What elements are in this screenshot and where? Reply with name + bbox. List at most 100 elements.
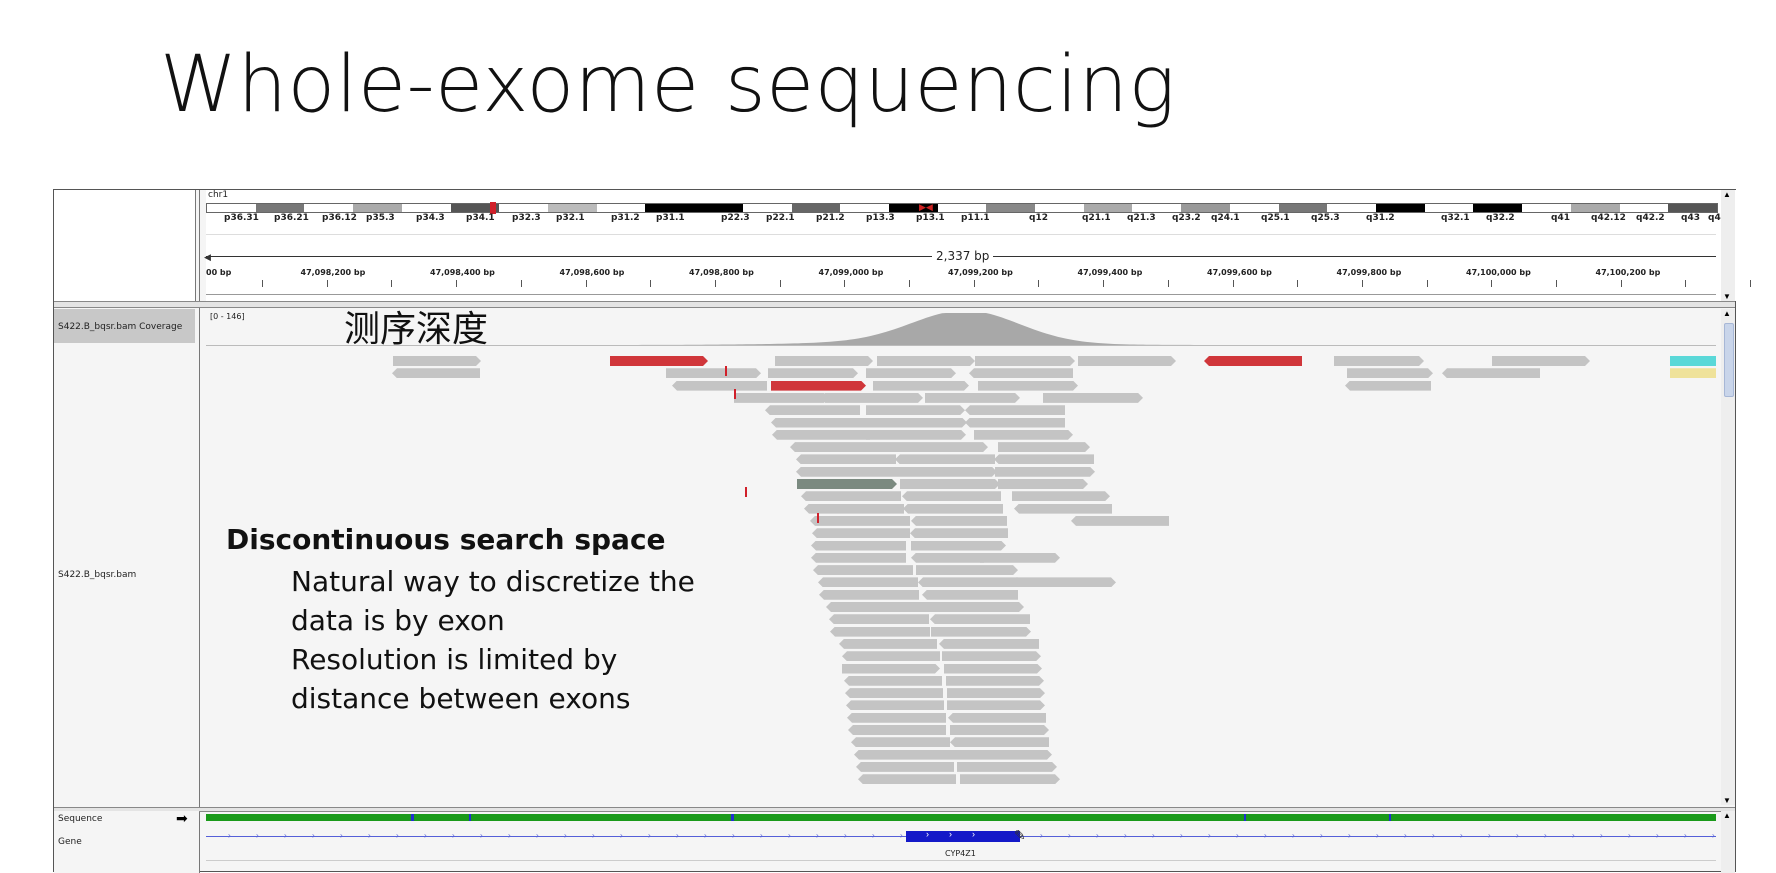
- aligned-read[interactable]: [866, 405, 965, 415]
- aligned-read[interactable]: [978, 381, 1078, 391]
- aligned-read[interactable]: [811, 540, 906, 551]
- aligned-read[interactable]: [812, 528, 910, 539]
- aligned-read[interactable]: [1334, 356, 1424, 366]
- aligned-read[interactable]: [801, 491, 901, 502]
- aligned-read[interactable]: [1442, 368, 1540, 379]
- aligned-read[interactable]: [830, 626, 930, 637]
- aligned-read[interactable]: [873, 381, 969, 391]
- aligned-read[interactable]: [903, 503, 1003, 514]
- aligned-read[interactable]: [768, 368, 858, 378]
- aligned-read[interactable]: [918, 577, 1018, 588]
- aligned-read[interactable]: [846, 700, 944, 711]
- aligned-read[interactable]: [844, 675, 942, 686]
- aligned-read[interactable]: [950, 725, 1049, 735]
- aligned-read[interactable]: [1071, 515, 1169, 526]
- aligned-read[interactable]: [790, 442, 890, 453]
- aligned-read[interactable]: [771, 381, 866, 391]
- strand-arrow-icon[interactable]: ➡: [176, 810, 188, 826]
- aligned-read[interactable]: [998, 442, 1090, 452]
- aligned-read[interactable]: [924, 602, 1024, 612]
- aligned-read[interactable]: [1014, 503, 1112, 514]
- aligned-read[interactable]: [969, 368, 1073, 379]
- aligned-read[interactable]: [829, 614, 929, 625]
- aligned-read[interactable]: [942, 651, 1041, 661]
- aligned-read[interactable]: [610, 356, 708, 366]
- aligned-read[interactable]: [974, 430, 1073, 440]
- aligned-read[interactable]: [931, 627, 1031, 637]
- aligned-read[interactable]: [1012, 491, 1110, 501]
- aligned-read[interactable]: [839, 638, 937, 649]
- aligned-read[interactable]: [666, 368, 761, 378]
- aligned-read[interactable]: [950, 737, 1049, 748]
- aligned-read[interactable]: [851, 737, 950, 748]
- aligned-read[interactable]: [948, 712, 1046, 723]
- aligned-read[interactable]: [804, 503, 904, 514]
- aligned-read[interactable]: [998, 479, 1088, 489]
- aligned-read[interactable]: [772, 429, 870, 440]
- aligned-read[interactable]: [916, 565, 1018, 575]
- aligned-read[interactable]: [902, 491, 1001, 502]
- aligned-read[interactable]: [1347, 368, 1433, 378]
- aligned-read[interactable]: [810, 515, 910, 526]
- aligned-read[interactable]: [813, 565, 913, 576]
- panel-divider[interactable]: [199, 190, 200, 873]
- ruler[interactable]: 00 bp 47,098,200 bp 47,098,400 bp 47,098,60…: [206, 268, 1752, 290]
- gene-track-label[interactable]: Gene: [58, 837, 82, 847]
- sequence-track-label[interactable]: Sequence: [58, 814, 103, 824]
- aligned-read[interactable]: [818, 577, 918, 588]
- aligned-read[interactable]: [393, 356, 481, 366]
- aligned-read[interactable]: [672, 380, 767, 391]
- aligned-read[interactable]: [1345, 380, 1431, 391]
- gene-exon[interactable]: [906, 831, 1020, 842]
- aligned-read[interactable]: [866, 430, 966, 440]
- aligned-read[interactable]: [845, 688, 943, 699]
- aligned-read[interactable]: [765, 405, 860, 416]
- aligned-read[interactable]: [965, 405, 1065, 416]
- aligned-read[interactable]: [1670, 368, 1716, 378]
- aligned-read[interactable]: [944, 664, 1042, 674]
- aligned-read[interactable]: [819, 589, 919, 600]
- aligned-read[interactable]: [796, 454, 896, 465]
- aligned-read[interactable]: [922, 589, 1018, 600]
- aligned-read[interactable]: [848, 725, 946, 735]
- aligned-read[interactable]: [890, 442, 988, 452]
- chromosome-ideogram[interactable]: ▶◀: [206, 202, 1718, 214]
- aligned-read[interactable]: [734, 393, 829, 403]
- scroll-thumb[interactable]: [1724, 323, 1734, 397]
- aligned-read[interactable]: [939, 638, 1039, 649]
- coverage-track-name[interactable]: S422.B_bqsr.bam Coverage: [54, 309, 195, 343]
- aligned-read[interactable]: [1078, 356, 1176, 366]
- aligned-read[interactable]: [392, 368, 480, 379]
- aligned-read[interactable]: [975, 356, 1075, 366]
- aligned-read[interactable]: [775, 356, 873, 366]
- aligned-read[interactable]: [930, 614, 1030, 625]
- aligned-read[interactable]: [856, 761, 954, 772]
- aligned-read[interactable]: [965, 417, 1065, 428]
- aligned-read[interactable]: [947, 700, 1045, 710]
- aligned-read[interactable]: [825, 393, 923, 403]
- data-panel-scrollbar[interactable]: ▲ ▼: [1721, 309, 1735, 805]
- aligned-read[interactable]: [911, 515, 1007, 526]
- aligned-read[interactable]: [910, 528, 1008, 539]
- aligned-read[interactable]: [1016, 577, 1116, 587]
- aligned-read[interactable]: [842, 664, 940, 674]
- header-scrollbar[interactable]: ▲ ▼: [1721, 190, 1735, 301]
- aligned-read[interactable]: [854, 749, 952, 760]
- aligned-read[interactable]: [911, 541, 1006, 551]
- aligned-read[interactable]: [826, 602, 924, 612]
- aligned-read[interactable]: [946, 676, 1044, 686]
- aligned-read[interactable]: [1492, 356, 1590, 366]
- aligned-read[interactable]: [947, 688, 1045, 698]
- aligned-read[interactable]: [797, 479, 897, 489]
- aligned-read[interactable]: [896, 467, 997, 477]
- aligned-read[interactable]: [994, 454, 1094, 465]
- aligned-read[interactable]: [911, 552, 984, 563]
- aligned-read[interactable]: [900, 479, 1000, 489]
- aligned-read[interactable]: [865, 418, 967, 428]
- aligned-read[interactable]: [866, 368, 956, 378]
- aligned-read[interactable]: [952, 750, 1052, 760]
- aligned-read[interactable]: [1670, 356, 1716, 366]
- sequence-track[interactable]: [206, 814, 1716, 821]
- aligned-read[interactable]: [796, 466, 896, 477]
- aligned-read[interactable]: [925, 393, 1020, 403]
